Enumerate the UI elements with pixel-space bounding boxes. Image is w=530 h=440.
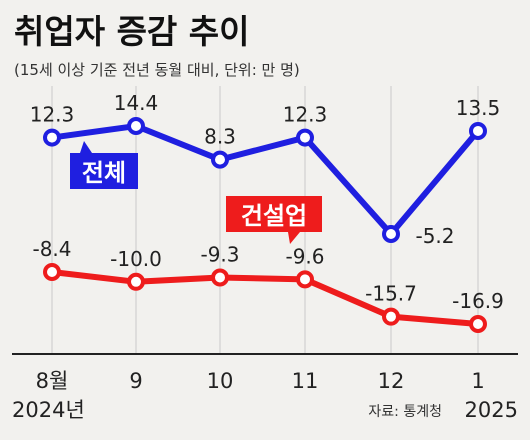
data-point-1-2	[211, 268, 229, 287]
year-label-start: 2024년	[12, 398, 85, 422]
series-line-0	[51, 123, 481, 237]
data-label-1-3: -9.6	[285, 244, 324, 268]
legend-total-label: 전체	[82, 159, 126, 187]
data-point-1-5	[469, 315, 487, 333]
legend-construction-tag: 건설업	[226, 196, 322, 244]
legend-total-pointer	[80, 141, 92, 153]
data-label-0-2: 8.3	[204, 125, 236, 149]
data-point-0-4	[382, 225, 400, 243]
data-point-1-3	[296, 270, 314, 289]
legend-total-tag: 전체	[70, 141, 138, 189]
legend-construction-label: 건설업	[241, 202, 307, 230]
x-tick-label-4: 12	[378, 369, 405, 393]
chart-subtitle: (15세 이상 기준 전년 동월 대비, 단위: 만 명)	[14, 61, 300, 79]
x-tick-label-1: 9	[129, 369, 142, 393]
data-point-0-1	[127, 117, 145, 135]
chart-title: 취업자 증감 추이	[14, 12, 250, 51]
series-line-1	[51, 269, 479, 327]
data-point-0-2	[211, 150, 229, 169]
data-point-1-1	[127, 272, 145, 291]
x-tick-labels: 8월 9 10 11 12 1	[36, 369, 485, 393]
legend-total-box	[70, 153, 138, 189]
data-label-0-3: 12.3	[283, 103, 328, 127]
series-layer	[51, 123, 481, 327]
x-tick-label-2: 10	[207, 369, 234, 393]
data-label-0-0: 12.3	[30, 103, 75, 127]
x-tick-label-5: 1	[471, 369, 484, 393]
data-label-1-2: -9.3	[200, 243, 239, 267]
data-point-0-5	[469, 121, 487, 140]
data-label-1-5: -16.9	[452, 289, 504, 313]
data-label-1-4: -15.7	[365, 282, 417, 306]
data-label-0-4: -5.2	[415, 224, 454, 248]
x-tick-label-3: 11	[292, 369, 319, 393]
data-point-0-0	[43, 128, 61, 147]
data-point-0-3	[296, 128, 314, 147]
data-point-1-4	[382, 307, 400, 326]
legend-construction-pointer	[288, 232, 300, 244]
x-tick-label-0: 8월	[36, 369, 69, 393]
data-point-1-0	[43, 263, 61, 281]
source-note: 자료: 통계청	[368, 404, 442, 420]
points-layer	[43, 117, 487, 333]
data-label-1-1: -10.0	[110, 247, 162, 271]
data-label-1-0: -8.4	[32, 237, 71, 261]
labels-layer: 12.3 14.4 8.3 12.3 -5.2 13.5 -8.4 -10.0 -9.3 -9.6…	[30, 91, 504, 313]
data-label-0-1: 14.4	[114, 91, 159, 115]
year-label-end: 2025	[465, 398, 518, 422]
legend-construction-box	[226, 196, 322, 232]
data-label-0-5: 13.5	[456, 96, 501, 120]
